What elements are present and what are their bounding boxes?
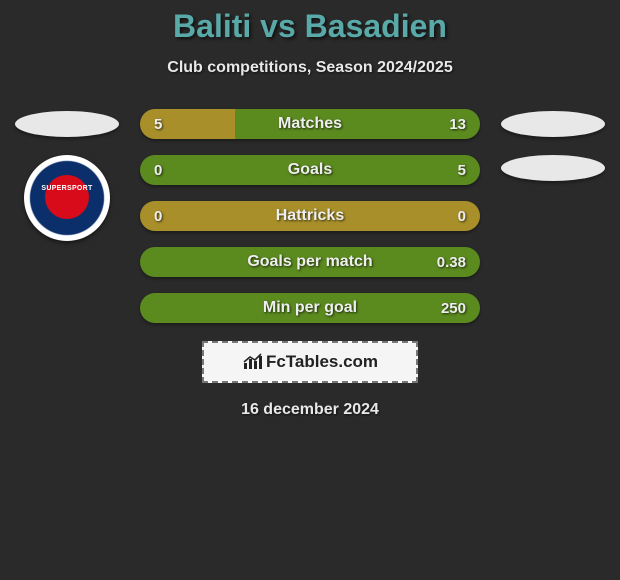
club-badge-right-placeholder: [501, 155, 605, 181]
page-title: Baliti vs Basadien: [0, 8, 620, 45]
stat-value-right: 13: [449, 109, 466, 139]
player-name-left-placeholder: [15, 111, 119, 137]
footer-brand-text: FcTables.com: [266, 352, 378, 372]
stat-value-left: 0: [154, 201, 162, 231]
stat-label: Goals: [140, 155, 480, 185]
stat-value-right: 0: [458, 201, 466, 231]
stat-value-left: 5: [154, 109, 162, 139]
stat-label: Matches: [140, 109, 480, 139]
main-row: SUPERSPORT Matches513Goals05Hattricks00G…: [0, 109, 620, 323]
club-badge-left: SUPERSPORT: [24, 155, 110, 241]
subtitle: Club competitions, Season 2024/2025: [0, 59, 620, 77]
left-side-column: SUPERSPORT: [12, 109, 122, 241]
club-badge-label: SUPERSPORT: [41, 185, 92, 192]
stat-bar: Matches5 13: [140, 109, 480, 139]
chart-icon: [242, 353, 264, 371]
stat-value-right: 5: [458, 155, 466, 185]
stat-value-right: 250: [441, 293, 466, 323]
stat-bar: Min per goal250: [140, 293, 480, 323]
stat-bar: Goals0 5: [140, 155, 480, 185]
stat-value-left: 0: [154, 155, 162, 185]
footer-brand-box: FcTables.com: [202, 341, 418, 383]
player-name-right-placeholder: [501, 111, 605, 137]
stat-bar: Hattricks0 0: [140, 201, 480, 231]
stat-label: Goals per match: [140, 247, 480, 277]
stat-label: Min per goal: [140, 293, 480, 323]
stat-label: Hattricks: [140, 201, 480, 231]
stats-bars-column: Matches513Goals05Hattricks00Goals per ma…: [140, 109, 480, 323]
stat-bar: Goals per match0.38: [140, 247, 480, 277]
right-side-column: [498, 109, 608, 181]
date-line: 16 december 2024: [0, 401, 620, 419]
stat-value-right: 0.38: [437, 247, 466, 277]
infographic-root: Baliti vs Basadien Club competitions, Se…: [0, 0, 620, 419]
